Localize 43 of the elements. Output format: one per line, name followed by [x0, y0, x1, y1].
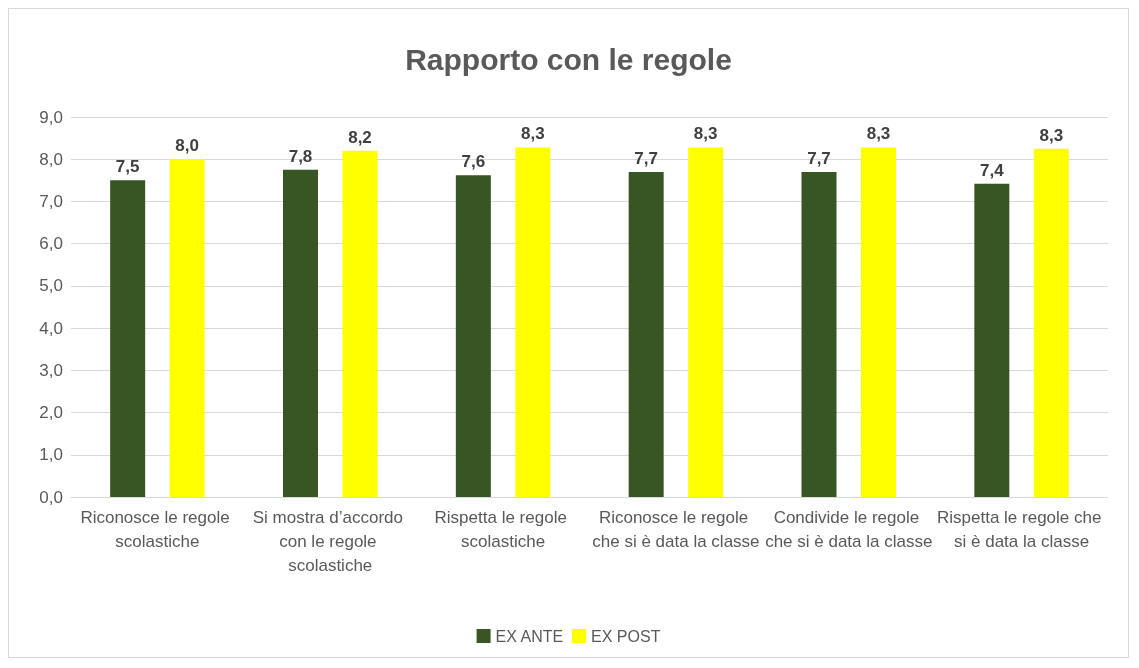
data-label: 7,7: [634, 148, 658, 168]
bar: [688, 147, 724, 497]
legend-label: EX POST: [591, 627, 661, 645]
y-tick-label: 7,0: [39, 191, 63, 211]
x-tick-label: Riconosce le regole che si è data la classe: [592, 507, 760, 551]
y-tick-label: 5,0: [39, 276, 63, 296]
y-tick-label: 8,0: [39, 149, 63, 169]
chart-title: Rapporto con le regole: [405, 42, 732, 76]
data-label: 7,4: [980, 160, 1005, 180]
x-tick-label: Riconosce le regole scolastiche: [80, 507, 235, 551]
data-label: 8,2: [348, 127, 372, 147]
x-tick-label: Rispetta le regole scolastiche: [434, 507, 572, 551]
bar: [861, 147, 896, 497]
y-tick-label: 9,0: [39, 107, 63, 127]
bar: [283, 169, 318, 497]
x-tick-label: Condivide le regole che si è data la classe: [765, 507, 933, 551]
data-label: 8,3: [1039, 125, 1064, 145]
data-label: 8,0: [175, 136, 199, 156]
data-label: 7,5: [115, 157, 140, 177]
bar: [110, 180, 146, 497]
y-tick-label: 0,0: [39, 487, 63, 507]
y-tick-label: 1,0: [39, 445, 63, 465]
bar: [801, 171, 837, 497]
x-tick-label: Rispetta le regole che si è data la classe: [937, 507, 1107, 551]
bar: [169, 159, 205, 497]
x-tick-label: Si mostra d’accordo con le regole scolastiche: [252, 507, 408, 575]
data-label: 8,3: [693, 124, 718, 144]
data-label: 7,6: [461, 152, 486, 172]
legend-label: EX ANTE: [495, 627, 564, 645]
bar: [974, 183, 1010, 497]
data-label: 7,7: [807, 148, 831, 168]
y-tick-label: 2,0: [39, 403, 63, 423]
data-label: 7,8: [288, 146, 313, 166]
y-tick-label: 4,0: [39, 318, 63, 338]
y-tick-label: 6,0: [39, 234, 63, 254]
bar: [455, 175, 491, 497]
bar: [1033, 148, 1069, 497]
y-tick-label: 3,0: [39, 360, 63, 380]
data-label: 8,3: [521, 124, 545, 144]
data-label: 8,3: [866, 124, 891, 144]
bar: [628, 171, 664, 497]
bar: [342, 150, 378, 497]
bar: [515, 147, 551, 497]
